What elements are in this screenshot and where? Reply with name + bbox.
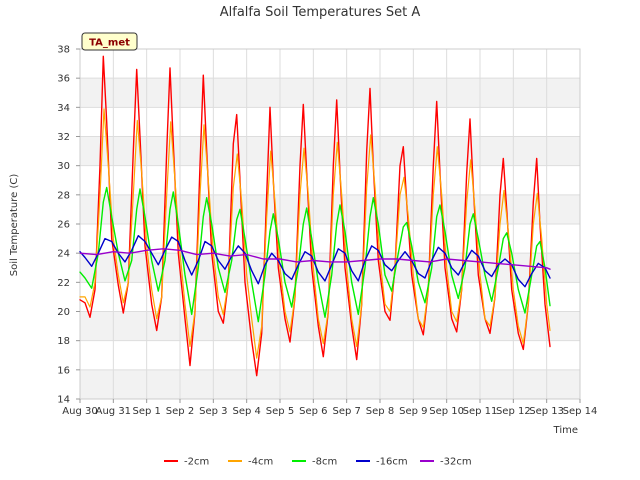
- station-badge: TA_met: [81, 32, 138, 51]
- legend-label: -4cm: [248, 457, 273, 468]
- y-tick-label: 28: [57, 190, 70, 201]
- legend-label: -2cm: [184, 457, 209, 468]
- series-lines: [79, 55, 551, 377]
- y-tick-label: 22: [57, 278, 70, 289]
- station-badge-box: [81, 32, 138, 51]
- x-tick-label: Sep 5: [266, 406, 294, 417]
- legend-item: -32cm: [420, 457, 472, 468]
- x-tick-label: Aug 31: [96, 406, 131, 417]
- x-tick-label: Aug 30: [62, 406, 97, 417]
- background-band: [80, 311, 580, 341]
- background-band: [80, 107, 580, 137]
- y-tick-label: 16: [57, 365, 70, 376]
- station-badge-label: TA_met: [89, 38, 130, 49]
- x-tick-label: Sep 12: [496, 406, 531, 417]
- y-tick-label: 36: [57, 74, 70, 85]
- background-band: [80, 49, 580, 79]
- legend: -2cm -4cm -8cm -16cm -32cm: [164, 457, 472, 468]
- background-band: [80, 165, 580, 195]
- background-band: [80, 194, 580, 224]
- x-tick-label: Sep 11: [463, 406, 498, 417]
- x-tick-label: Sep 13: [529, 406, 564, 417]
- x-tick-label: Sep 3: [199, 406, 227, 417]
- y-tick-label: 26: [57, 220, 70, 231]
- series-line-4cmcm: [79, 108, 551, 359]
- y-tick-label: 32: [57, 132, 70, 143]
- legend-item: -4cm: [228, 457, 273, 468]
- x-tick-label: Sep 8: [366, 406, 394, 417]
- legend-item: -8cm: [292, 457, 337, 468]
- x-tick-label: Sep 6: [299, 406, 327, 417]
- y-tick-label: 18: [57, 336, 70, 347]
- chart-title: Alfalfa Soil Temperatures Set A: [220, 5, 421, 20]
- y-tick-label: 34: [57, 103, 70, 114]
- background-band: [80, 340, 580, 370]
- x-tick-label: Sep 1: [132, 406, 160, 417]
- x-tick-label: Sep 14: [563, 406, 598, 417]
- y-tick-label: 14: [57, 395, 70, 406]
- legend-label: -32cm: [440, 457, 472, 468]
- y-tick-label: 30: [57, 161, 70, 172]
- y-axis-label: Soil Temperature (C): [9, 174, 20, 277]
- background-band: [80, 136, 580, 166]
- y-tick-labels: 14 16 18 20 22 24 26 28 30 32 34 36 38: [57, 45, 80, 406]
- x-tick-label: Sep 7: [332, 406, 360, 417]
- x-tick-label: Sep 10: [429, 406, 464, 417]
- legend-label: -16cm: [376, 457, 408, 468]
- x-tick-label: Sep 9: [399, 406, 427, 417]
- x-axis-label: Time: [553, 425, 578, 436]
- x-tick-label: Sep 2: [166, 406, 194, 417]
- background-band: [80, 78, 580, 108]
- series-line-32cmcm: [79, 248, 551, 270]
- y-tick-label: 38: [57, 45, 70, 56]
- y-tick-label: 20: [57, 307, 70, 318]
- plot-background-bands: [80, 49, 580, 399]
- x-tick-label: Sep 4: [232, 406, 260, 417]
- background-band: [80, 369, 580, 399]
- series-line-2cmcm: [79, 55, 551, 377]
- series-line-16cmcm: [79, 234, 551, 288]
- y-tick-label: 24: [57, 249, 70, 260]
- legend-item: -2cm: [164, 457, 209, 468]
- legend-label: -8cm: [312, 457, 337, 468]
- legend-item: -16cm: [356, 457, 408, 468]
